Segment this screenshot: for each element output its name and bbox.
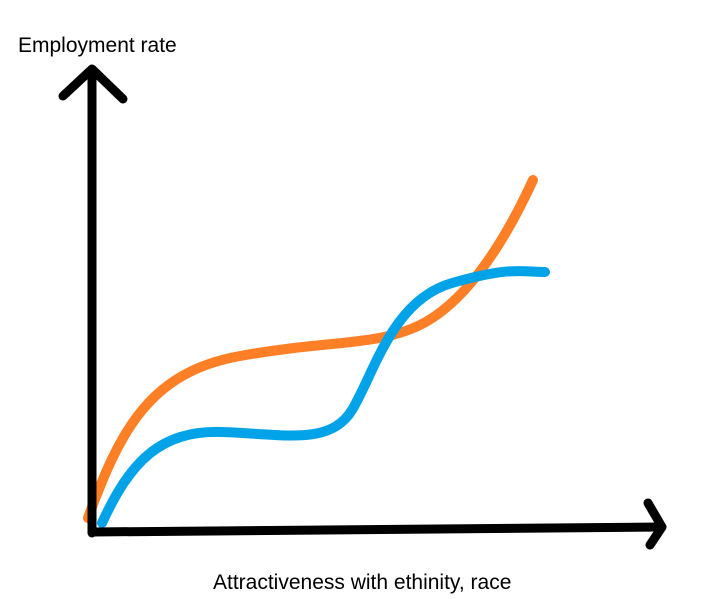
plot-area bbox=[58, 64, 667, 550]
y-axis-arrow bbox=[58, 64, 128, 104]
x-axis bbox=[87, 522, 665, 537]
x-axis-label: Attractiveness with ethinity, race bbox=[213, 571, 511, 594]
y-axis-label: Employment rate bbox=[18, 34, 177, 57]
x-axis-arrow bbox=[643, 498, 667, 550]
orange-curve bbox=[83, 175, 538, 523]
blue-curve bbox=[97, 265, 550, 528]
